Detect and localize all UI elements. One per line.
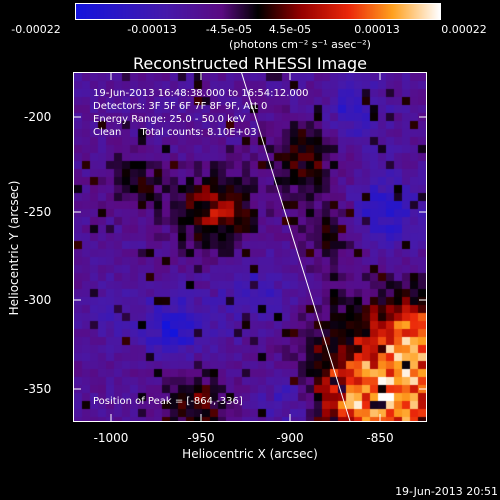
- x-axis-label: Heliocentric X (arcsec): [182, 447, 318, 461]
- colorbar-tick: -0.00022: [11, 23, 61, 36]
- plot-title: Reconstructed RHESSI Image: [133, 54, 367, 73]
- y-tick: -200: [24, 110, 52, 124]
- y-tick: -350: [24, 382, 52, 396]
- timestamp: 19-Jun-2013 20:51: [395, 485, 498, 498]
- colorbar-tick: 0.00022: [441, 23, 487, 36]
- rhessi-heatmap: [74, 73, 426, 421]
- x-tick: -900: [276, 431, 304, 445]
- x-tick: -850: [366, 431, 394, 445]
- colorbar-tick: -0.00013: [127, 23, 177, 36]
- colorbar-unit-label: (photons cm⁻² s⁻¹ asec⁻²): [229, 38, 371, 51]
- image-plot: [73, 72, 427, 422]
- colorbar: [75, 3, 441, 20]
- colorbar-tick: -4.5e-05: [205, 23, 253, 36]
- info-time-range: 19-Jun-2013 16:48:38.000 to 16:54:12.000: [93, 88, 309, 99]
- x-tick: -1000: [93, 431, 129, 445]
- y-tick: -300: [24, 293, 52, 307]
- limb-line: [241, 73, 351, 421]
- info-detectors: Detectors: 3F 5F 6F 7F 8F 9F, Att 0: [93, 101, 268, 112]
- info-peak-position: Position of Peak = [-864,-336]: [93, 396, 243, 407]
- info-clean-counts: Clean Total counts: 8.10E+03: [93, 127, 257, 138]
- x-tick: -950: [187, 431, 215, 445]
- info-energy-range: Energy Range: 25.0 - 50.0 keV: [93, 114, 246, 125]
- colorbar-tick: 4.5e-05: [268, 23, 312, 36]
- y-axis-label: Heliocentric Y (arcsec): [7, 180, 21, 316]
- colorbar-tick: 0.00013: [354, 23, 400, 36]
- y-tick: -250: [24, 205, 52, 219]
